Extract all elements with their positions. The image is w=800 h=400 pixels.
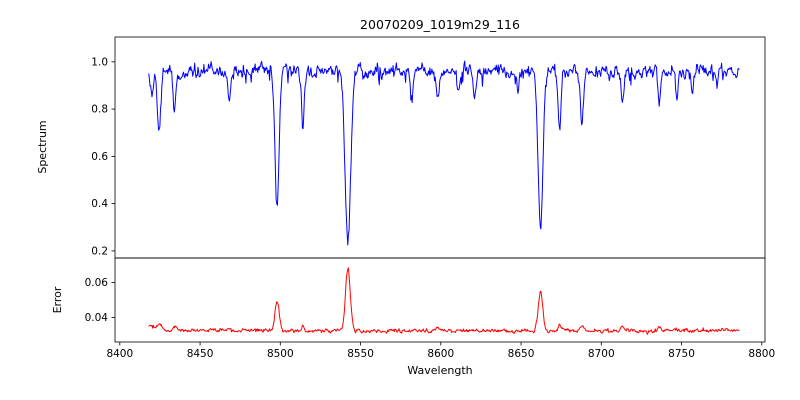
- y-tick-label: 0.6: [91, 151, 108, 163]
- y-tick-label: 0.4: [91, 198, 108, 210]
- panel-border: [114, 257, 766, 343]
- x-tick-label: 8550: [347, 348, 374, 360]
- y-tick-label: 0.2: [91, 246, 108, 258]
- x-tick-label: 8600: [427, 348, 454, 360]
- x-tick-label: 8700: [588, 348, 615, 360]
- chart-title: 20070209_1019m29_116: [360, 17, 520, 32]
- x-tick-label: 8400: [106, 348, 133, 360]
- x-axis-label: Wavelength: [407, 364, 472, 377]
- spectrum-y-axis-label: Spectrum: [36, 120, 49, 173]
- y-tick-label: 0.06: [85, 277, 109, 289]
- x-tick-label: 8750: [668, 348, 695, 360]
- error-y-axis-label: Error: [51, 286, 64, 313]
- x-tick-label: 8800: [748, 348, 775, 360]
- y-tick-label: 0.04: [85, 312, 109, 324]
- y-tick-label: 1.0: [91, 56, 108, 68]
- x-tick-label: 8650: [508, 348, 535, 360]
- plot-area: 8400 8450 8500 8550 8600 8650 8700 8750 8800 0.2 0…: [85, 36, 775, 360]
- error-line: [148, 267, 740, 335]
- spectrum-line: [148, 60, 740, 246]
- x-tick-label: 8500: [267, 348, 294, 360]
- y-tick-label: 0.8: [91, 104, 108, 116]
- x-tick-label: 8450: [187, 348, 214, 360]
